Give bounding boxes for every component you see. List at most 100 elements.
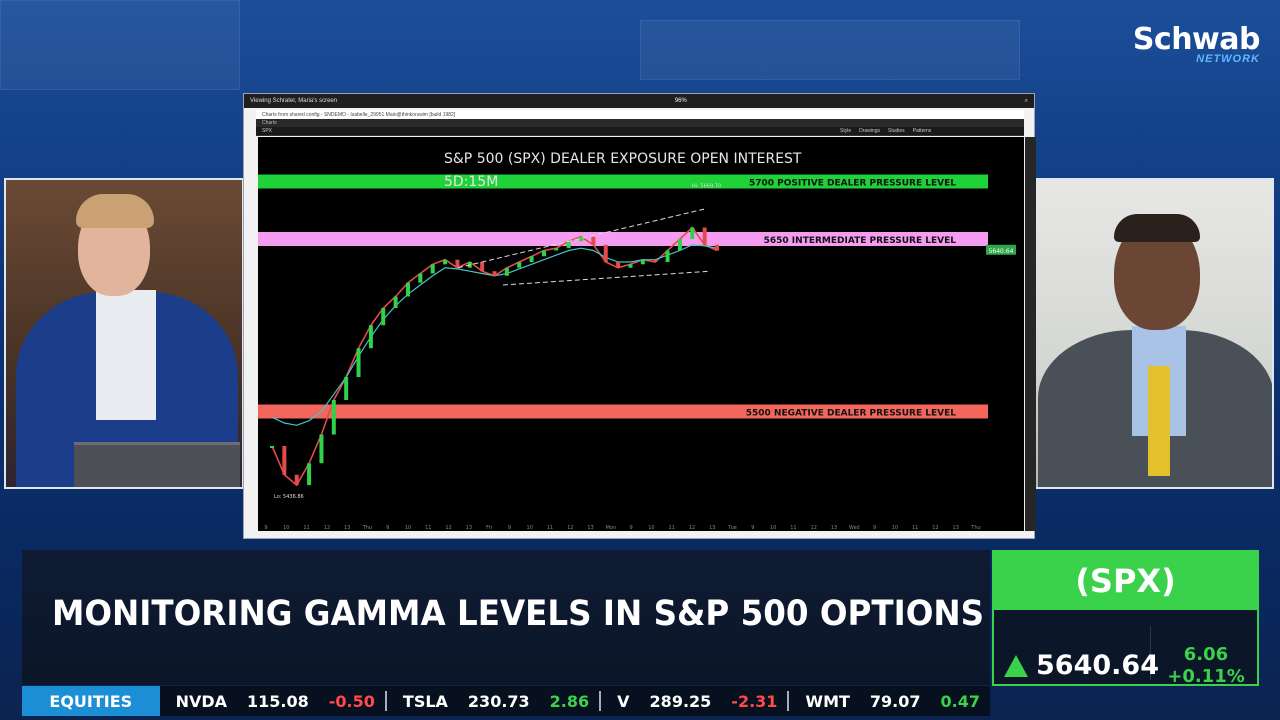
candle (517, 262, 522, 268)
candle (418, 273, 423, 283)
candle (331, 400, 336, 435)
level-band (258, 404, 988, 419)
candle (443, 259, 448, 265)
share-bar: Viewing Schrater, Maria's screen 96% ⌕ (244, 94, 1034, 108)
candle (640, 259, 645, 265)
candle (541, 250, 546, 257)
candle (616, 262, 621, 268)
price-chart[interactable]: 5700 POSITIVE DEALER PRESSURE LEVEL 5650 … (258, 137, 1024, 531)
guest-camera-feed (1034, 178, 1274, 489)
x-tick-label: 11 (912, 525, 918, 531)
x-tick-label: 11 (547, 525, 553, 531)
x-tick-label: 12 (811, 525, 817, 531)
candle (579, 236, 584, 242)
candle (529, 256, 534, 262)
host-shirt (96, 290, 156, 420)
x-tick-label: Fri (486, 525, 492, 531)
x-tick-label: 13 (466, 525, 472, 531)
candle (393, 296, 398, 308)
brand-sub: NETWORK (1196, 53, 1260, 65)
level-label: 5650 INTERMEDIATE PRESSURE LEVEL (764, 236, 957, 246)
chart-area[interactable]: 5700 POSITIVE DEALER PRESSURE LEVEL 5650 … (258, 137, 1024, 531)
toolbar-studies[interactable]: Studies (887, 128, 905, 134)
window-title: Charts from shared config - SNDEMO - Isa… (262, 111, 456, 118)
candle (628, 264, 633, 268)
ticker-items: NVDA 115.08 -0.50 TSLA 230.73 2.86 V 289… (160, 686, 990, 716)
quote-change: 6.06 +0.11% (1160, 644, 1252, 688)
up-arrow-icon (1004, 654, 1028, 677)
candle (653, 259, 658, 262)
ticker-item: V 289.25 -2.31 (601, 691, 790, 711)
candle (603, 244, 608, 262)
candle (455, 259, 460, 268)
x-tick-label: Wed (849, 525, 860, 531)
quote-symbol: (SPX) (994, 552, 1257, 610)
chart-subtitle: 5D:15M (444, 174, 499, 190)
laptop (74, 442, 240, 487)
x-tick-label: 12 (567, 525, 573, 531)
candle (665, 250, 670, 262)
x-tick-label: 11 (790, 525, 796, 531)
ticker-change: -0.50 (328, 691, 375, 711)
quote-change-points: 6.06 (1183, 644, 1229, 665)
x-tick-label: 13 (709, 525, 715, 531)
ticker-symbol: WMT (805, 691, 850, 711)
candle (480, 262, 485, 272)
ticker-change: -2.31 (731, 691, 778, 711)
quote-change-percent: +0.11% (1167, 666, 1245, 687)
x-tick-label: 12 (445, 525, 451, 531)
studio-panel (640, 20, 1020, 80)
x-tick-label: 10 (770, 525, 776, 531)
level-label: 5500 NEGATIVE DEALER PRESSURE LEVEL (746, 409, 957, 419)
x-tick-label: 12 (324, 525, 330, 531)
toolbar-drawings[interactable]: Drawings (859, 128, 880, 134)
headline: MONITORING GAMMA LEVELS IN S&P 500 OPTIO… (52, 594, 985, 634)
candle (504, 267, 509, 276)
quote-price: 5640.64 (1036, 650, 1159, 681)
x-tick-label: 9 (264, 525, 267, 531)
chart-title: S&P 500 (SPX) DEALER EXPOSURE OPEN INTER… (444, 151, 802, 167)
quote-box: (SPX) 6.06 +0.11% (992, 550, 1259, 688)
side-panel-strip[interactable] (1025, 137, 1036, 531)
annotation-low: Lo: 5436.86 (274, 494, 304, 500)
ticker-price: 289.25 (649, 691, 712, 711)
level-band (258, 232, 988, 246)
tab-charts[interactable]: Charts (262, 120, 277, 126)
ticker-change: 2.86 (549, 691, 590, 711)
x-tick-label: 13 (587, 525, 593, 531)
host-hair (76, 194, 154, 228)
symbol-field[interactable]: SPX (262, 128, 273, 134)
ticker-symbol: V (617, 691, 630, 711)
candle (381, 308, 386, 326)
chart-toolbar: SPX Style Drawings Studies Patterns (256, 127, 1024, 136)
candle (344, 377, 349, 400)
x-tick-label: Thu (362, 525, 372, 531)
search-icon[interactable]: ⌕ (1024, 97, 1028, 104)
price-tag-label: 5640.64 (989, 248, 1014, 255)
series-line-price (271, 226, 718, 487)
candle (690, 227, 695, 239)
brand-name: Schwab (1132, 22, 1261, 57)
candle (405, 282, 410, 297)
toolbar-patterns[interactable]: Patterns (912, 128, 932, 134)
x-tick-label: 11 (669, 525, 675, 531)
app-tab-bar: Charts (256, 119, 1024, 127)
price-tag (986, 244, 1016, 255)
ticker-bar: EQUITIES NVDA 115.08 -0.50 TSLA 230.73 2… (22, 686, 990, 716)
trendline-upper (457, 208, 705, 269)
ticker-price: 115.08 (247, 691, 309, 711)
guest-tie (1148, 366, 1170, 476)
candle (282, 446, 287, 475)
ticker-item: TSLA 230.73 2.86 (387, 691, 602, 711)
zoom-level[interactable]: 96% (674, 98, 687, 104)
x-tick-label: Tue (727, 525, 737, 531)
toolbar-style[interactable]: Style (840, 128, 852, 134)
candle (294, 474, 299, 486)
candle (270, 446, 274, 448)
lower-third-bar (22, 550, 990, 685)
x-tick-label: 9 (630, 525, 633, 531)
studio-panel (0, 0, 240, 90)
share-title: Viewing Schrater, Maria's screen (250, 98, 338, 104)
ticker-price: 79.07 (869, 691, 921, 711)
x-tick-label: 11 (303, 525, 309, 531)
